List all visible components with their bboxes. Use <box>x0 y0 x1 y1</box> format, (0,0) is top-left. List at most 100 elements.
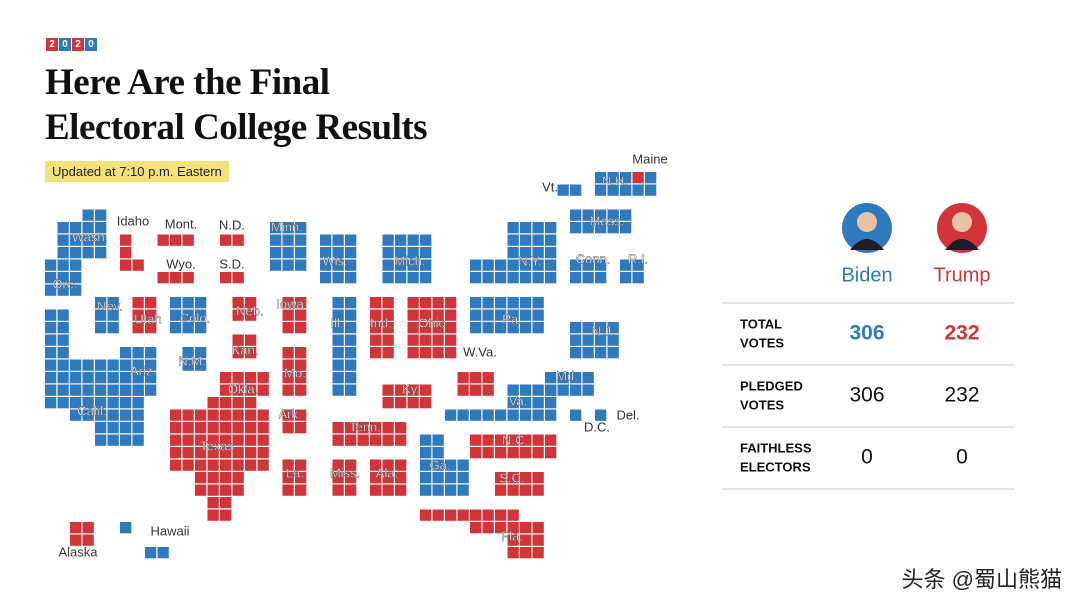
state-label: Texas <box>200 438 234 453</box>
electoral-square <box>520 409 532 421</box>
electoral-square <box>220 397 232 409</box>
electoral-square <box>582 347 594 359</box>
electoral-square <box>282 259 294 271</box>
electoral-square <box>532 309 544 321</box>
electoral-square <box>232 297 244 309</box>
electoral-square <box>132 309 144 321</box>
electoral-square <box>345 334 357 346</box>
electoral-square <box>232 434 244 446</box>
electoral-square <box>407 234 419 246</box>
electoral-square <box>482 322 494 334</box>
badge-digit: 2 <box>46 38 58 51</box>
electoral-square <box>345 234 357 246</box>
electoral-square <box>532 222 544 234</box>
electoral-square <box>132 359 144 371</box>
state-label: Utah <box>134 311 161 326</box>
electoral-square <box>282 484 294 496</box>
electoral-square <box>82 222 94 234</box>
electoral-square <box>245 372 257 384</box>
electoral-square <box>432 334 444 346</box>
electoral-square <box>432 484 444 496</box>
electoral-square <box>620 184 632 196</box>
electoral-square <box>295 372 307 384</box>
electoral-square <box>370 484 382 496</box>
state <box>95 297 119 334</box>
electoral-square <box>132 347 144 359</box>
electoral-square <box>495 522 507 534</box>
electoral-square <box>570 184 582 196</box>
electoral-square <box>457 484 469 496</box>
electoral-square <box>57 222 69 234</box>
state-label: Ohio <box>418 315 445 330</box>
electoral-square <box>457 509 469 521</box>
state-label: Okla. <box>228 381 258 396</box>
electoral-square <box>520 484 532 496</box>
electoral-square <box>57 397 69 409</box>
electoral-square <box>395 422 407 434</box>
electoral-square <box>220 497 232 509</box>
electoral-square <box>370 297 382 309</box>
electoral-square <box>282 459 294 471</box>
state <box>557 184 582 196</box>
electoral-square <box>532 434 544 446</box>
headline: Here Are the Final Electoral College Res… <box>45 60 428 150</box>
electoral-square <box>345 422 357 434</box>
state-label: Fla. <box>501 528 523 543</box>
electoral-square <box>95 322 107 334</box>
state <box>470 222 557 284</box>
electoral-square <box>145 372 157 384</box>
electoral-square <box>570 272 582 284</box>
electoral-square <box>395 259 407 271</box>
state <box>320 234 357 284</box>
photo-head <box>952 212 972 232</box>
electoral-square <box>345 484 357 496</box>
electoral-square <box>45 372 57 384</box>
electoral-square <box>482 434 494 446</box>
electoral-square <box>482 522 494 534</box>
electoral-square <box>232 372 244 384</box>
electoral-square <box>232 447 244 459</box>
state-label: S.C. <box>499 470 524 485</box>
electoral-square <box>582 372 594 384</box>
electoral-square <box>57 359 69 371</box>
electoral-square <box>470 259 482 271</box>
state-label: Tenn. <box>349 419 381 434</box>
state <box>232 334 257 359</box>
electoral-square <box>645 172 657 184</box>
electoral-square <box>207 397 219 409</box>
electoral-square <box>382 484 394 496</box>
electoral-square <box>395 472 407 484</box>
electoral-square <box>107 297 119 309</box>
electoral-square <box>495 434 507 446</box>
electoral-square <box>57 322 69 334</box>
watermark: 头条 @蜀山熊猫 <box>901 567 1062 592</box>
electoral-square <box>195 434 207 446</box>
electoral-square <box>520 434 532 446</box>
electoral-square <box>332 272 344 284</box>
electoral-square <box>95 209 107 221</box>
electoral-square <box>95 234 107 246</box>
electoral-square <box>482 372 494 384</box>
electoral-square <box>120 347 132 359</box>
electoral-square <box>582 209 594 221</box>
electoral-square <box>182 459 194 471</box>
electoral-square <box>470 309 482 321</box>
vote-count: 0 <box>956 446 968 469</box>
electoral-square <box>220 434 232 446</box>
electoral-square <box>245 297 257 309</box>
electoral-square <box>570 334 582 346</box>
electoral-square <box>532 472 544 484</box>
electoral-square <box>495 409 507 421</box>
electoral-square <box>120 397 132 409</box>
electoral-square <box>532 409 544 421</box>
state <box>545 372 594 396</box>
electoral-square <box>407 247 419 259</box>
electoral-square <box>220 484 232 496</box>
electoral-square <box>245 309 257 321</box>
electoral-square <box>120 234 132 246</box>
electoral-square <box>507 309 519 321</box>
electoral-square <box>282 297 294 309</box>
state-label: Miss. <box>330 465 360 480</box>
electoral-square <box>445 484 457 496</box>
electoral-square <box>232 472 244 484</box>
